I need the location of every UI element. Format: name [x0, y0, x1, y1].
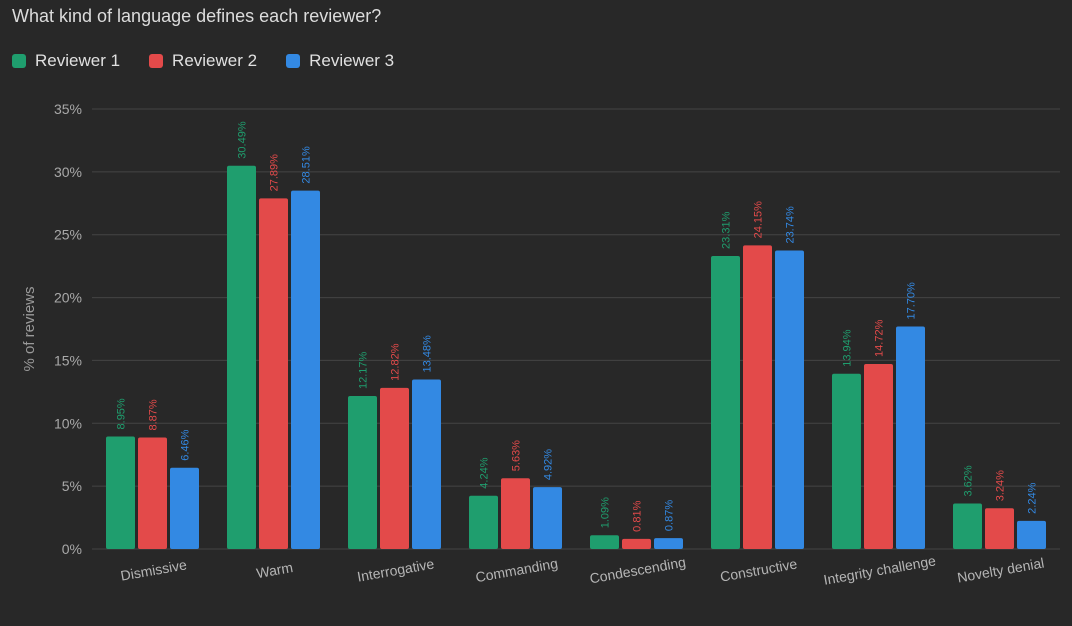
legend-swatch-reviewer-3: [286, 54, 301, 68]
bar: [622, 538, 651, 549]
data-label: 23.74%: [785, 206, 797, 244]
legend-label-reviewer-2: Reviewer 2: [172, 51, 258, 70]
bar: [348, 396, 377, 549]
data-label: 17.70%: [906, 282, 918, 320]
y-tick-label: 5%: [62, 478, 82, 494]
data-label: 13.48%: [422, 335, 434, 373]
data-label: 13.94%: [842, 329, 854, 367]
data-label: 28.51%: [301, 146, 313, 184]
y-tick-label: 30%: [54, 164, 82, 180]
bar: [106, 436, 135, 549]
bar: [227, 165, 256, 549]
bar: [896, 326, 925, 549]
bar: [1017, 520, 1046, 549]
y-tick-label: 10%: [54, 415, 82, 431]
y-axis-label: % of reviews: [21, 286, 38, 371]
data-label: 8.95%: [116, 398, 128, 429]
legend-label-reviewer-3: Reviewer 3: [309, 51, 395, 70]
data-label: 3.24%: [995, 470, 1007, 501]
data-label: 1.09%: [600, 497, 612, 528]
x-tick-label: Commanding: [474, 555, 559, 585]
bar: [775, 250, 804, 549]
x-tick-label: Condescending: [588, 554, 687, 587]
bar: [864, 363, 893, 549]
data-label: 6.46%: [180, 429, 192, 460]
x-tick-label: Dismissive: [119, 556, 188, 583]
bar: [469, 495, 498, 549]
data-label: 30.49%: [237, 121, 249, 159]
data-label: 12.17%: [358, 351, 370, 389]
y-tick-label: 35%: [54, 101, 82, 117]
bar: [590, 535, 619, 549]
bar: [533, 487, 562, 549]
y-tick-label: 20%: [54, 290, 82, 306]
bar: [170, 467, 199, 549]
legend-item-reviewer-3[interactable]: Reviewer 3: [286, 51, 394, 71]
chart-title: What kind of language defines each revie…: [12, 6, 382, 26]
bar: [953, 503, 982, 549]
x-tick-label: Constructive: [719, 555, 799, 584]
legend-item-reviewer-2[interactable]: Reviewer 2: [149, 51, 257, 71]
data-label: 27.89%: [269, 154, 281, 192]
bar: [380, 387, 409, 549]
data-label: 4.92%: [543, 449, 555, 480]
x-tick-label: Interrogative: [356, 555, 436, 584]
data-label: 24.15%: [753, 201, 765, 239]
legend-label-reviewer-1: Reviewer 1: [35, 51, 121, 70]
legend-item-reviewer-1[interactable]: Reviewer 1: [12, 51, 120, 71]
y-tick-label: 25%: [54, 227, 82, 243]
data-label: 5.63%: [511, 440, 523, 471]
x-tick-label: Warm: [255, 559, 294, 581]
bar: [985, 508, 1014, 549]
legend-swatch-reviewer-2: [149, 54, 164, 68]
bar: [412, 379, 441, 549]
bar: [138, 437, 167, 549]
x-tick-label: Integrity challenge: [822, 552, 937, 588]
bar: [832, 373, 861, 549]
x-tick-label: Novelty denial: [956, 555, 1045, 586]
data-label: 3.62%: [963, 465, 975, 496]
bar: [291, 190, 320, 550]
data-label: 4.24%: [479, 457, 491, 488]
bar: [711, 255, 740, 549]
data-label: 0.87%: [664, 500, 676, 531]
y-tick-label: 0%: [62, 541, 82, 557]
data-label: 8.87%: [148, 399, 160, 430]
y-tick-label: 15%: [54, 352, 82, 368]
bar: [259, 198, 288, 549]
bar: [501, 478, 530, 549]
bar: [654, 538, 683, 549]
data-label: 12.82%: [390, 343, 402, 381]
data-label: 0.81%: [632, 500, 644, 531]
bar: [743, 245, 772, 549]
data-label: 2.24%: [1027, 482, 1039, 513]
legend: Reviewer 1 Reviewer 2 Reviewer 3: [12, 51, 423, 71]
data-label: 14.72%: [874, 319, 886, 357]
legend-swatch-reviewer-1: [12, 54, 26, 68]
data-label: 23.31%: [721, 211, 733, 249]
